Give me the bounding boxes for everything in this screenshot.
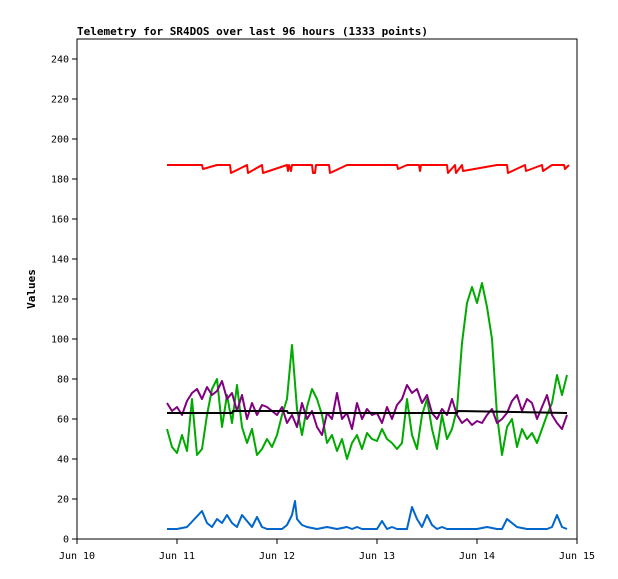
y-tick-label: 240 <box>51 55 69 66</box>
y-tick-label: 160 <box>51 215 69 226</box>
series-line-3 <box>167 410 568 414</box>
x-tick-label: Jun 14 <box>459 551 495 562</box>
x-tick-label: Jun 15 <box>559 551 595 562</box>
y-tick-label: 140 <box>51 255 69 266</box>
series-line-2 <box>166 380 568 436</box>
y-tick-label: 40 <box>57 455 69 466</box>
y-tick-label: 180 <box>51 175 69 186</box>
y-tick-label: 80 <box>57 375 69 386</box>
x-tick-label: Jun 12 <box>259 551 295 562</box>
y-axis: 0 20 40 60 80 100 120 140 160 180 200 220 240 <box>51 55 77 546</box>
x-tick-label: Jun 13 <box>359 551 395 562</box>
y-tick-label: 60 <box>57 415 69 426</box>
x-tick-label: Jun 10 <box>59 551 95 562</box>
y-tick-label: 100 <box>51 335 69 346</box>
y-tick-label: 220 <box>51 95 69 106</box>
series-group <box>166 164 570 530</box>
y-tick-label: 120 <box>51 295 69 306</box>
y-axis-label: Values <box>25 269 38 309</box>
chart-title: Telemetry for SR4DOS over last 96 hours … <box>77 25 428 38</box>
x-tick-label: Jun 11 <box>159 551 195 562</box>
series-line-4 <box>167 500 568 530</box>
plot-area <box>76 38 578 540</box>
y-tick-label: 20 <box>57 495 69 506</box>
x-axis: Jun 10 Jun 11 Jun 12 Jun 13 Jun 14 Jun 15 <box>59 539 595 562</box>
y-tick-label: 0 <box>63 535 69 546</box>
series-line-0 <box>167 164 570 174</box>
y-tick-label: 200 <box>51 135 69 146</box>
